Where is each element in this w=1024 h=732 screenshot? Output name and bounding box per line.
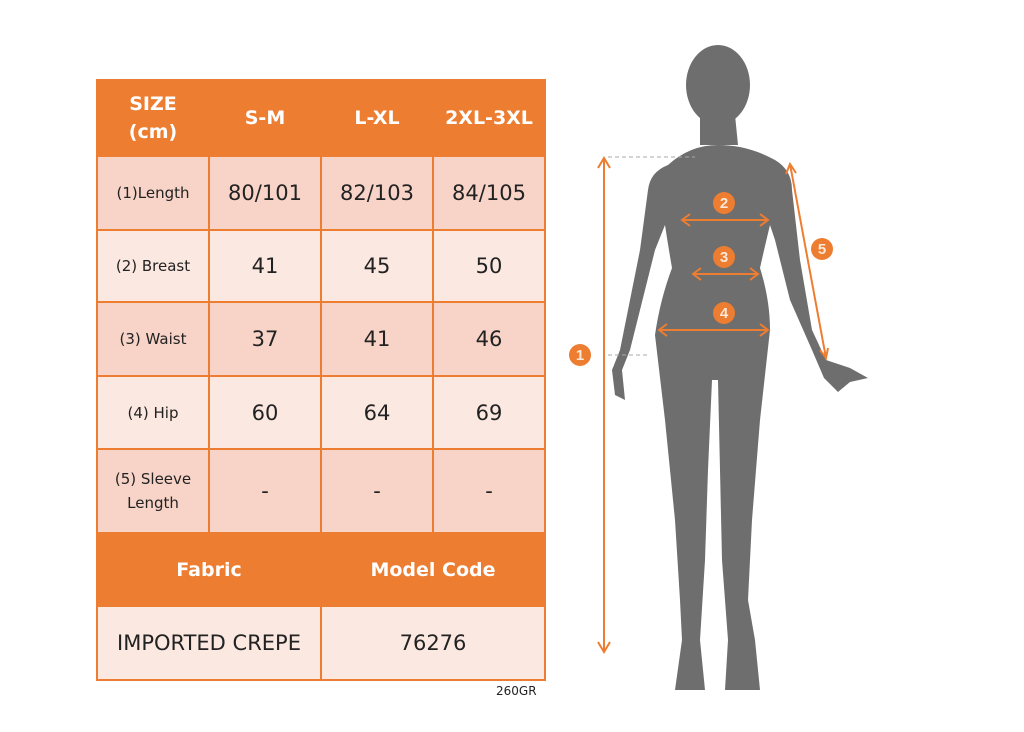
footer-header-row: Fabric Model Code — [96, 532, 546, 607]
cell: 84/105 — [432, 155, 546, 231]
cell: 41 — [320, 301, 434, 377]
header-cell: SIZE (cm) — [96, 79, 210, 157]
header-cell: L-XL — [320, 79, 434, 157]
cell: - — [208, 448, 322, 534]
marker-5 — [811, 238, 833, 260]
row-label: (1)Length — [96, 155, 210, 231]
silhouette — [612, 45, 868, 690]
cell: 50 — [432, 229, 546, 303]
row-label: (4) Hip — [96, 375, 210, 450]
cell: 60 — [208, 375, 322, 450]
cell: 80/101 — [208, 155, 322, 231]
cell: - — [320, 448, 434, 534]
cell: 37 — [208, 301, 322, 377]
row-label: (3) Waist — [96, 301, 210, 377]
marker-label: 4 — [720, 305, 729, 322]
marker-2 — [713, 192, 735, 214]
header-cell: 2XL-3XL — [432, 79, 546, 157]
marker-label: 1 — [576, 347, 584, 364]
table-row: (5) Sleeve Length - - - — [96, 448, 546, 534]
table-row: (4) Hip 60 64 69 — [96, 375, 546, 450]
body-silhouette-figure: 1 2 3 4 5 — [569, 45, 868, 690]
cell: 46 — [432, 301, 546, 377]
fabric-value: IMPORTED CREPE — [96, 605, 322, 681]
fabric-header: Fabric — [96, 532, 322, 607]
model-code-header: Model Code — [320, 532, 546, 607]
cell: 64 — [320, 375, 434, 450]
marker-label: 5 — [818, 241, 826, 258]
marker-3 — [713, 246, 735, 268]
table-row: (3) Waist 37 41 46 — [96, 301, 546, 377]
cell: - — [432, 448, 546, 534]
model-code-value: 76276 — [320, 605, 546, 681]
marker-1 — [569, 344, 591, 366]
cell: 41 — [208, 229, 322, 303]
cell: 82/103 — [320, 155, 434, 231]
markers — [569, 192, 833, 366]
marker-label: 2 — [720, 195, 728, 212]
table-row: (2) Breast 41 45 50 — [96, 229, 546, 303]
table-header-row: SIZE (cm) S-M L-XL 2XL-3XL — [96, 79, 546, 157]
marker-4 — [713, 302, 735, 324]
footer-value-row: IMPORTED CREPE 76276 — [96, 605, 546, 681]
row-label: (5) Sleeve Length — [96, 448, 210, 534]
table-row: (1)Length 80/101 82/103 84/105 — [96, 155, 546, 231]
fabric-weight-note: 260GR — [496, 684, 537, 698]
header-cell: S-M — [208, 79, 322, 157]
cell: 45 — [320, 229, 434, 303]
size-chart-table: SIZE (cm) S-M L-XL 2XL-3XL (1)Length 80/… — [96, 79, 546, 681]
guide-lines — [608, 156, 695, 356]
row-label: (2) Breast — [96, 229, 210, 303]
cell: 69 — [432, 375, 546, 450]
marker-label: 3 — [720, 249, 728, 266]
measurement-lines — [597, 156, 829, 654]
